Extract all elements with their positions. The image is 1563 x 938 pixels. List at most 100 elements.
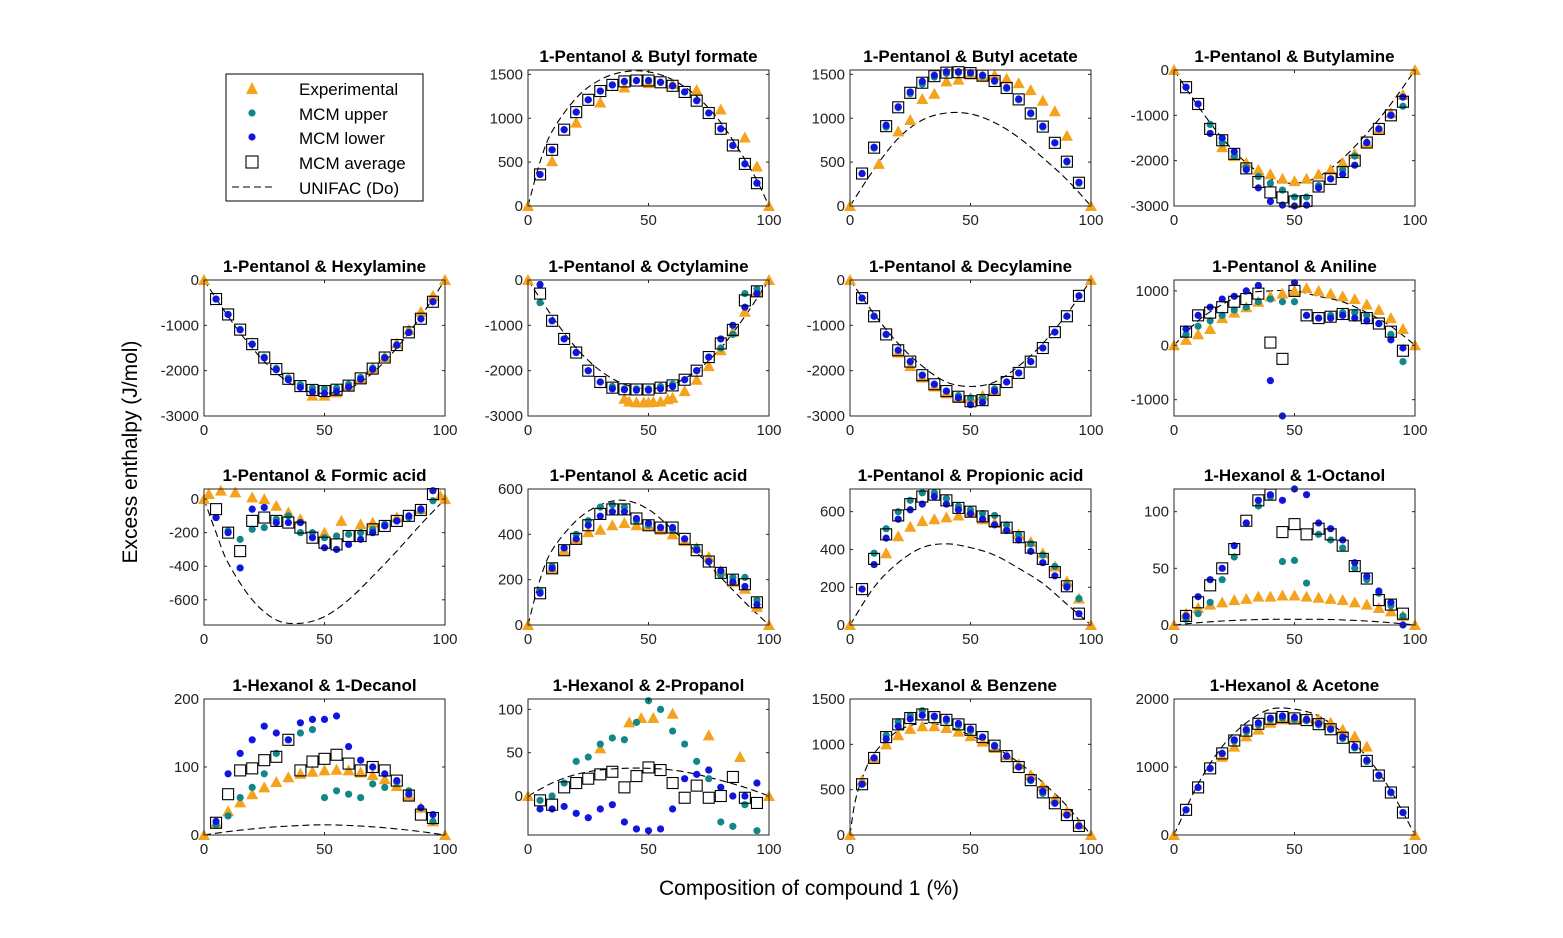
mcm-average-point — [1384, 598, 1397, 611]
mcm-average-point — [330, 538, 343, 551]
experimental-point — [202, 488, 215, 500]
y-tick-label: 1500 — [812, 691, 845, 708]
mcm-lower-point — [260, 354, 268, 362]
mcm-average-point — [1204, 762, 1217, 775]
experimental-point — [702, 360, 715, 372]
y-tick-label: 50 — [1152, 560, 1169, 577]
mcm-average-point — [533, 287, 547, 300]
mcm-average-point — [594, 375, 607, 389]
mcm-lower-point — [1015, 763, 1023, 771]
experimental-point — [570, 116, 583, 128]
mcm-lower-point — [978, 398, 987, 406]
mcm-lower-point — [632, 514, 641, 523]
mcm-average-point — [618, 503, 631, 516]
experimental-point — [666, 707, 679, 719]
mcm-average-point — [976, 510, 989, 523]
mcm-average-point — [294, 764, 307, 777]
mcm-average-point — [855, 778, 869, 791]
mcm-average-point — [892, 344, 905, 357]
mcm-average-point — [546, 314, 559, 327]
mcm-average-point — [928, 378, 941, 391]
experimental-point — [1012, 77, 1025, 89]
mcm-lower-point — [536, 805, 544, 813]
plot-area — [528, 70, 769, 206]
mcm-lower-point — [1027, 547, 1035, 555]
mcm-average-point — [1288, 284, 1301, 297]
y-tick-label: 200 — [174, 691, 199, 708]
mcm-lower-point — [1182, 806, 1190, 814]
mcm-lower-point — [1315, 184, 1323, 192]
mcm-average-point — [318, 385, 331, 398]
legend: Experimental MCM upper MCM lower MCM ave… — [225, 73, 424, 202]
mcm-lower-point — [1003, 526, 1011, 535]
mcm-average-point — [964, 723, 977, 736]
mcm-average-point — [928, 711, 941, 724]
mcm-upper-point — [681, 740, 689, 748]
experimental-point — [1288, 175, 1301, 187]
mcm-lower-point — [882, 735, 890, 743]
mcm-upper-point — [536, 299, 544, 307]
mcm-average-point — [570, 776, 583, 790]
mcm-lower-point — [1218, 134, 1226, 142]
mcm-lower-point — [393, 777, 401, 785]
mcm-upper-point — [332, 787, 341, 795]
mcm-lower-point — [236, 749, 244, 758]
experimental-point — [1372, 303, 1385, 315]
mcm-average-point — [1024, 355, 1037, 368]
legend-marker-mcm-average — [245, 155, 259, 169]
mcm-lower-point — [1363, 317, 1371, 325]
mcm-average-point — [1360, 136, 1373, 149]
mcm-lower-point — [1039, 559, 1047, 567]
mcm-lower-point — [393, 517, 401, 525]
mcm-lower-point — [1339, 733, 1347, 741]
mcm-average-point — [533, 168, 547, 181]
mcm-average-point — [426, 295, 440, 308]
mcm-average-point — [1396, 344, 1409, 357]
mcm-lower-point — [644, 76, 653, 85]
mcm-upper-point — [345, 530, 353, 538]
mcm-average-point — [1324, 528, 1337, 541]
mcm-lower-point — [320, 389, 329, 397]
experimental-point — [976, 735, 989, 747]
mcm-average-point — [666, 379, 679, 392]
mcm-lower-point — [248, 736, 256, 744]
y-tick-label: 1000 — [812, 736, 845, 753]
experimental-point — [892, 530, 905, 542]
mcm-lower-point — [741, 160, 749, 168]
mcm-average-point — [210, 816, 223, 829]
mcm-upper-point — [741, 290, 749, 298]
data-layer — [1168, 707, 1421, 840]
mcm-lower-point — [1194, 100, 1202, 108]
experimental-point — [916, 515, 929, 527]
mcm-average-point — [690, 94, 703, 107]
mcm-lower-point — [1039, 344, 1047, 352]
mcm-upper-point — [753, 827, 761, 835]
mcm-upper-point — [978, 509, 987, 518]
mcm-average-point — [366, 523, 379, 536]
experimental-point — [904, 114, 917, 126]
mcm-average-point — [940, 494, 953, 507]
experimental-point — [647, 712, 660, 724]
panel-title: 1-Hexanol & 2-Propanol — [553, 676, 745, 695]
mcm-lower-point — [1363, 138, 1371, 147]
y-tick-label: 500 — [820, 154, 845, 171]
mcm-average-point — [1360, 754, 1373, 767]
mcm-average-point — [606, 381, 619, 394]
mcm-lower-point — [596, 87, 604, 95]
mcm-average-point — [390, 514, 403, 527]
x-tick-label: 50 — [1286, 631, 1303, 648]
mcm-average-point — [868, 751, 881, 764]
panel-1-pentanol-and-hexylamine: 1-Pentanol & Hexylamine 0 50 100 -3000 -2000 -… — [161, 257, 458, 439]
mcm-lower-point — [753, 179, 761, 187]
mcm-lower-point — [681, 535, 689, 543]
experimental-point — [678, 385, 691, 397]
mcm-upper-point — [1278, 557, 1287, 566]
x-tick-label: 100 — [1402, 422, 1427, 439]
mcm-average-point — [1240, 724, 1253, 737]
mcm-lower-point — [966, 725, 975, 733]
legend-label-experimental: Experimental — [299, 80, 398, 99]
y-tick-label: 0 — [837, 827, 845, 844]
data-layer — [1168, 279, 1421, 420]
mcm-average-point — [880, 328, 893, 341]
